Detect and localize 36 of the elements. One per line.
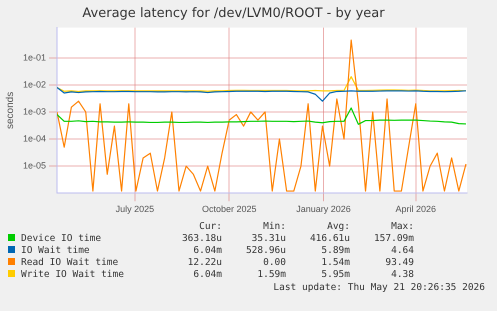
text: 1.59m bbox=[256, 269, 286, 281]
x-tick-label: October 2025 bbox=[202, 204, 256, 214]
legend-label: Write IO Wait time bbox=[20, 269, 125, 281]
text: Max: bbox=[390, 221, 414, 233]
text: 528.96u bbox=[244, 245, 286, 257]
text: 12.22u bbox=[186, 257, 222, 269]
text: Min: bbox=[262, 221, 286, 233]
y-axis-title: seconds bbox=[4, 92, 16, 130]
legend-label: IO Wait time bbox=[20, 245, 91, 257]
text: Last update: Thu May 21 20:26:35 2026 bbox=[273, 282, 485, 293]
legend-label: Device IO time bbox=[20, 233, 102, 245]
text: 6.04m bbox=[192, 245, 222, 257]
text: 5.95m bbox=[320, 269, 350, 281]
y-tick-label: 1e-03 bbox=[22, 106, 46, 116]
y-tick-label: 1e-02 bbox=[22, 79, 46, 90]
x-tick-label: July 2025 bbox=[116, 204, 154, 214]
text: 0.00 bbox=[262, 257, 286, 269]
chart-title: Average latency for /dev/LVM0/ROOT - by year bbox=[82, 6, 386, 22]
text: 157.09m bbox=[372, 233, 414, 245]
x-tick-label: January 2026 bbox=[296, 204, 351, 214]
text: 363.18u bbox=[180, 233, 222, 245]
text: 416.61u bbox=[308, 233, 350, 245]
text: 1.54m bbox=[320, 257, 350, 269]
text: Cur: bbox=[198, 221, 222, 233]
legend-label: Read IO Wait time bbox=[20, 257, 120, 269]
y-tick-label: 1e-05 bbox=[22, 160, 46, 171]
text: 4.64 bbox=[390, 245, 414, 257]
text: 5.89m bbox=[320, 245, 350, 257]
x-tick-label: April 2026 bbox=[395, 204, 436, 214]
text: 93.49 bbox=[384, 257, 414, 269]
text: 4.38 bbox=[390, 269, 414, 281]
text: 35.31u bbox=[250, 233, 286, 245]
text: Avg: bbox=[326, 221, 350, 233]
y-tick-label: 1e-01 bbox=[22, 52, 46, 62]
y-tick-label: 1e-04 bbox=[22, 134, 46, 144]
text: 6.04m bbox=[192, 269, 222, 281]
